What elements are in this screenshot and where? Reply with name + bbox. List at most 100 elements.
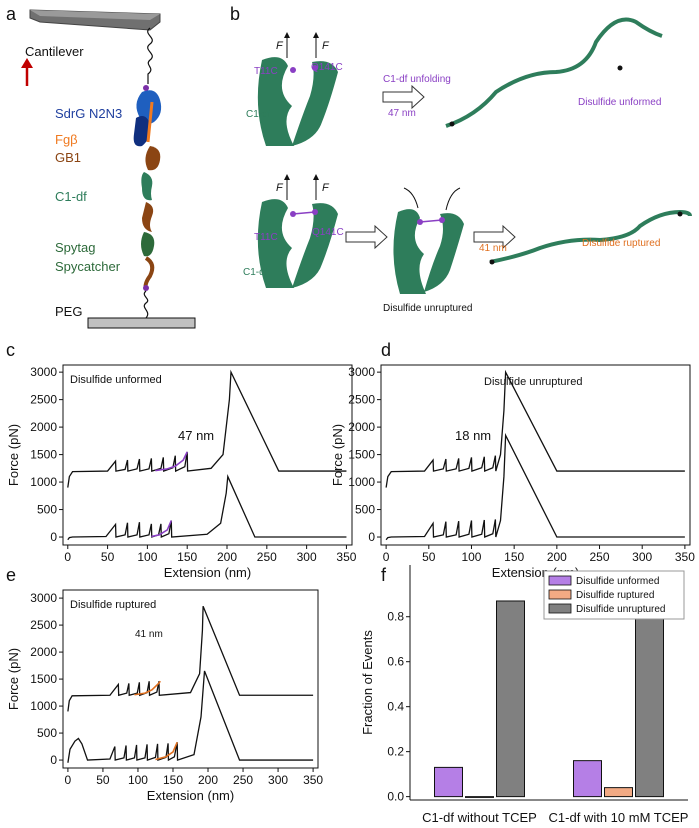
y-tick-label: 0.2 bbox=[387, 745, 404, 759]
x-tick-label: 250 bbox=[257, 550, 277, 564]
bar bbox=[604, 787, 633, 798]
label: PEG bbox=[55, 304, 82, 319]
x-tick-label: 100 bbox=[461, 550, 481, 564]
legend-swatch bbox=[548, 575, 572, 586]
panel-b-diagram: F F T11C Q141C C1-df C1-df unfolding 47 … bbox=[243, 17, 692, 314]
y-tick-label: 500 bbox=[37, 726, 57, 740]
y-tick-label: 3000 bbox=[30, 591, 57, 605]
x-tick-label: 300 bbox=[297, 550, 317, 564]
x-tick-label: 50 bbox=[96, 773, 110, 787]
cys bbox=[417, 219, 423, 225]
label: 47 nm bbox=[388, 108, 416, 119]
label: Disulfide unruptured bbox=[383, 303, 473, 314]
cys bbox=[290, 211, 296, 217]
cys bbox=[439, 217, 445, 223]
y-tick-label: 1500 bbox=[348, 448, 375, 462]
anchor bbox=[143, 285, 149, 291]
y-tick-label: 1000 bbox=[348, 475, 375, 489]
y-tick-label: 3000 bbox=[30, 365, 57, 379]
y-tick-label: 2000 bbox=[348, 420, 375, 434]
trace bbox=[155, 741, 178, 761]
panel-label: f bbox=[381, 565, 387, 585]
y-tick-label: 500 bbox=[355, 503, 375, 517]
end bbox=[617, 65, 623, 71]
y-tick-label: 2000 bbox=[30, 645, 57, 659]
process-arrow bbox=[382, 84, 425, 110]
arrow-head bbox=[284, 32, 290, 38]
arrow-head bbox=[21, 58, 33, 68]
x-tick-label: 200 bbox=[547, 550, 567, 564]
label: F bbox=[322, 182, 330, 194]
y-tick-label: 500 bbox=[37, 503, 57, 517]
bar bbox=[496, 600, 525, 798]
end bbox=[489, 259, 495, 265]
x-axis-label: Extension (nm) bbox=[147, 788, 234, 803]
annotation: Disulfide unformed bbox=[70, 374, 162, 386]
legend-label: Disulfide unformed bbox=[576, 576, 659, 587]
peg-linker bbox=[143, 290, 149, 319]
surface bbox=[87, 317, 196, 329]
y-tick-label: 2500 bbox=[348, 393, 375, 407]
gb1-domain bbox=[145, 146, 161, 171]
arrow-head bbox=[284, 174, 290, 180]
panel-label: b bbox=[230, 4, 240, 24]
plot-frame bbox=[62, 364, 353, 546]
cys bbox=[290, 67, 296, 73]
y-tick-label: 0.4 bbox=[387, 700, 404, 714]
c1df-shape bbox=[292, 61, 338, 146]
label: Q141C bbox=[312, 227, 344, 238]
x-tick-label: 350 bbox=[336, 550, 356, 564]
label: GB1 bbox=[55, 150, 81, 165]
x-tick-label: 150 bbox=[504, 550, 524, 564]
x-tick-label: 0 bbox=[64, 550, 71, 564]
annotation: 18 nm bbox=[455, 428, 491, 443]
arrow-head bbox=[313, 174, 319, 180]
x-tick-label: 300 bbox=[268, 773, 288, 787]
domain bbox=[142, 202, 154, 232]
sdrg-domain bbox=[136, 90, 162, 125]
y-tick-label: 1500 bbox=[30, 448, 57, 462]
y-tick-label: 3000 bbox=[348, 365, 375, 379]
trace bbox=[134, 680, 161, 696]
label: SdrG N2N3 bbox=[55, 106, 122, 121]
c1df-shape bbox=[257, 199, 294, 288]
y-axis-label: Force (pN) bbox=[6, 648, 21, 710]
x-tick-label: 350 bbox=[303, 773, 323, 787]
y-tick-label: 1500 bbox=[30, 672, 57, 686]
process-arrow bbox=[473, 224, 516, 250]
end bbox=[449, 121, 455, 127]
legend-swatch bbox=[548, 589, 572, 600]
x-tick-label: 200 bbox=[217, 550, 237, 564]
anchor bbox=[143, 85, 149, 91]
y-tick-label: 0.0 bbox=[387, 790, 404, 804]
cys bbox=[312, 209, 318, 215]
label: T11C bbox=[254, 232, 278, 243]
fgb-strand bbox=[146, 101, 154, 143]
unfolded-chain bbox=[489, 209, 692, 264]
label: C1-df bbox=[243, 267, 268, 278]
trace bbox=[67, 474, 347, 541]
x-tick-label: C1-df with 10 mM TCEP bbox=[549, 810, 689, 825]
arrow-head bbox=[313, 32, 319, 38]
plot-frame bbox=[62, 589, 319, 769]
c1df-shape bbox=[292, 203, 338, 288]
x-tick-label: 300 bbox=[632, 550, 652, 564]
c1df-shape bbox=[257, 57, 294, 146]
trace bbox=[67, 605, 314, 712]
label: Disulfide ruptured bbox=[582, 238, 660, 249]
label: T11C bbox=[254, 66, 278, 77]
panel-label: d bbox=[381, 340, 391, 360]
y-tick-label: 1000 bbox=[30, 475, 57, 489]
bar bbox=[635, 618, 664, 798]
label: C1-df bbox=[246, 109, 271, 120]
panel-label: c bbox=[6, 340, 15, 360]
annotation: 41 nm bbox=[135, 629, 163, 640]
x-tick-label: 200 bbox=[198, 773, 218, 787]
process-arrow bbox=[345, 224, 388, 250]
disulfide bbox=[292, 211, 316, 215]
cantilever-top bbox=[30, 10, 160, 20]
legend-label: Disulfide ruptured bbox=[576, 590, 654, 601]
force-arrow bbox=[445, 187, 461, 211]
panel-a-diagram: Cantilever SdrG N2N3 Fgβ GB1 C1-df Spyta… bbox=[21, 9, 196, 329]
